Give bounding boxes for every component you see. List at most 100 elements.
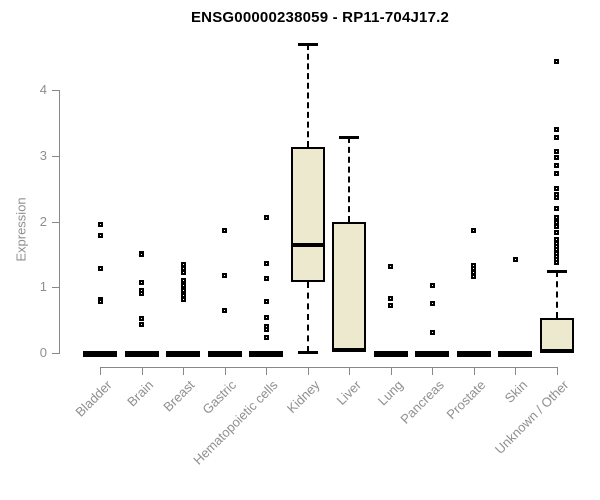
outlier-point (263, 214, 269, 220)
outlier-point (554, 127, 559, 133)
outlier-point (429, 283, 435, 289)
outlier-point (139, 251, 144, 257)
outlier-point (554, 214, 559, 220)
outlier-point (512, 257, 518, 263)
outlier-point (97, 266, 103, 272)
x-tick-label: Gastric (199, 377, 240, 418)
outlier-point (554, 229, 559, 235)
y-axis-line (59, 90, 60, 354)
outlier-point (429, 300, 435, 306)
x-tick-label: Unknown / Other (491, 377, 572, 457)
upper-whisker (306, 44, 309, 148)
outlier-point (554, 135, 559, 140)
upper-whisker (555, 270, 558, 319)
collapsed-box (207, 351, 242, 357)
outlier-point (263, 275, 269, 281)
outlier-point (554, 195, 559, 201)
collapsed-box (456, 351, 491, 357)
collapsed-box (83, 351, 117, 357)
median-line (334, 347, 364, 352)
outlier-point (263, 326, 269, 332)
upper-whisker-cap (339, 135, 359, 139)
outlier-point (222, 227, 227, 233)
outlier-point (139, 290, 144, 296)
y-tick (52, 221, 59, 223)
outlier-point (554, 162, 559, 168)
lower-whisker-cap (297, 350, 318, 354)
x-tick (432, 368, 433, 375)
y-tick-label: 0 (39, 345, 47, 360)
x-tick-label: Kidney (283, 377, 323, 417)
outlier-point (180, 283, 186, 289)
outlier-point (554, 171, 559, 177)
outlier-point (180, 277, 186, 283)
outlier-point (263, 298, 269, 304)
outlier-point (471, 227, 476, 233)
x-tick-label: Breast (160, 377, 198, 415)
collapsed-box (498, 351, 532, 357)
outlier-point (263, 261, 269, 267)
y-tick (52, 155, 59, 157)
upper-whisker-cap (546, 269, 567, 273)
chart-title: ENSG00000238059 - RP11-704J17.2 (190, 9, 450, 26)
x-tick-label: Pancreas (397, 377, 447, 427)
x-axis-line (100, 367, 558, 368)
x-tick (515, 368, 516, 375)
outlier-point (139, 279, 144, 285)
collapsed-box (249, 351, 283, 357)
box (332, 221, 366, 352)
x-tick-label: Liver (333, 377, 364, 408)
upper-whisker-cap (297, 43, 318, 47)
outlier-point (97, 232, 103, 238)
x-tick-label: Bladder (72, 377, 115, 420)
y-axis-label: Expression (13, 197, 29, 262)
outlier-point (222, 308, 227, 314)
outlier-point (554, 59, 559, 65)
box (539, 318, 574, 353)
outlier-point (554, 224, 559, 230)
outlier-point (554, 149, 559, 155)
lower-whisker (306, 282, 309, 352)
median-line (541, 349, 572, 354)
collapsed-box (415, 351, 449, 357)
outlier-point (263, 335, 269, 341)
x-tick (556, 368, 558, 375)
x-tick-label: Prostate (443, 377, 489, 423)
y-tick-label: 3 (39, 147, 47, 163)
median-line (292, 243, 323, 248)
x-tick (224, 368, 226, 375)
y-tick-label: 1 (39, 279, 47, 295)
x-tick (390, 368, 392, 375)
collapsed-box (124, 351, 159, 357)
outlier-point (97, 299, 103, 305)
y-tick (52, 353, 59, 354)
x-tick (349, 368, 350, 375)
box (290, 147, 325, 283)
outlier-point (180, 292, 186, 298)
x-tick-label: Lung (374, 377, 406, 409)
y-tick-label: 2 (39, 213, 47, 229)
x-tick (307, 368, 309, 375)
outlier-point (554, 155, 559, 161)
collapsed-box (166, 351, 200, 357)
outlier-point (554, 205, 559, 211)
x-tick (141, 368, 143, 375)
outlier-point (388, 295, 393, 301)
outlier-point (471, 273, 476, 279)
outlier-point (388, 264, 393, 270)
collapsed-box (373, 351, 408, 357)
x-tick (473, 368, 475, 375)
x-tick (183, 368, 184, 375)
outlier-point (263, 315, 269, 321)
x-tick-label: Hematopoietic cells (190, 377, 281, 468)
x-tick-label: Skin (501, 377, 530, 406)
y-tick (52, 90, 59, 92)
outlier-point (180, 297, 186, 303)
x-tick-label: Brain (124, 377, 157, 410)
outlier-point (139, 322, 144, 328)
upper-whisker (348, 136, 350, 222)
outlier-point (180, 288, 186, 294)
outlier-point (97, 221, 103, 227)
outlier-point (388, 303, 393, 309)
